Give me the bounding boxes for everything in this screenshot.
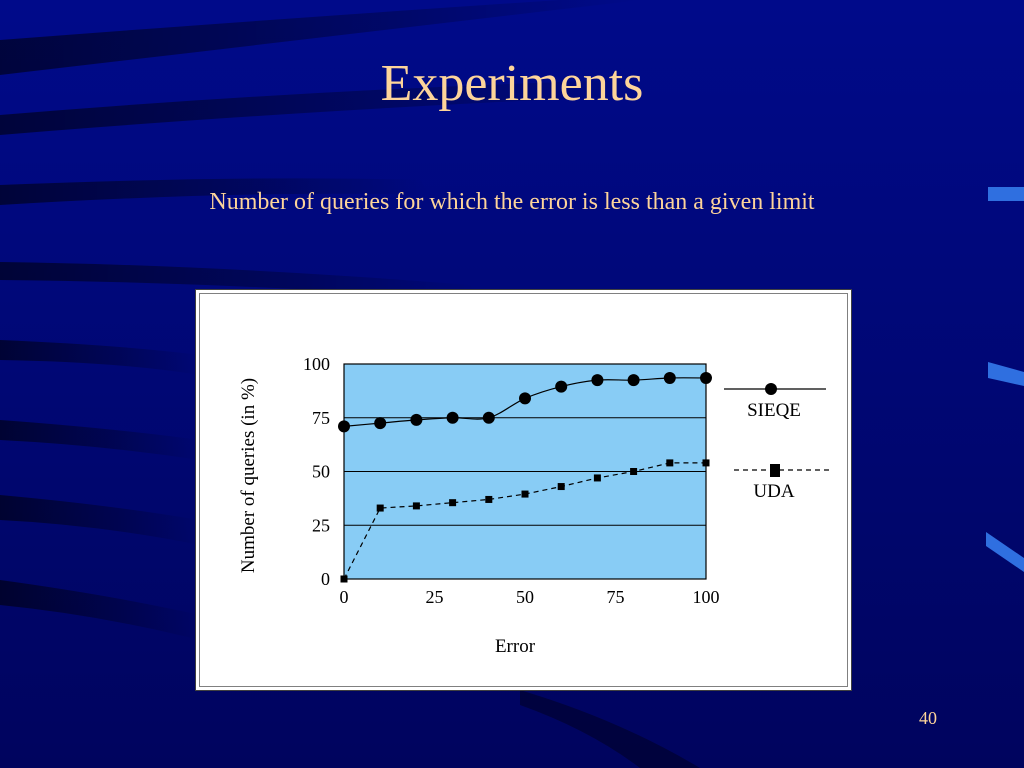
data-point-sieqe bbox=[410, 413, 423, 426]
data-point-uda bbox=[630, 468, 638, 475]
y-tick-label: 50 bbox=[312, 462, 330, 482]
x-tick-label: 75 bbox=[607, 587, 625, 607]
legend-item-sieqe: SIEQE bbox=[724, 383, 826, 421]
y-tick-labels: 100 75 50 25 0 bbox=[303, 354, 330, 589]
x-tick-label: 50 bbox=[516, 587, 534, 607]
plot-border bbox=[343, 363, 707, 580]
data-point-uda bbox=[521, 490, 529, 498]
chart-frame-border bbox=[199, 293, 848, 687]
data-point-uda bbox=[449, 499, 457, 507]
data-point-sieqe bbox=[519, 392, 531, 405]
data-point-sieqe bbox=[627, 374, 640, 387]
legend-marker-sieqe bbox=[765, 383, 777, 395]
y-axis-label: Number of queries (in %) bbox=[238, 378, 259, 573]
grid-lines bbox=[344, 417, 706, 526]
data-point-sieqe bbox=[446, 411, 459, 424]
data-point-uda bbox=[485, 495, 493, 503]
legend-label-sieqe: SIEQE bbox=[747, 400, 801, 421]
slide-subtitle: Number of queries for which the error is… bbox=[209, 189, 815, 215]
legend-item-uda: UDA bbox=[734, 464, 831, 502]
data-point-sieqe bbox=[374, 417, 387, 430]
chart-frame: 100 75 50 25 0 0 25 50 75 100 Error Number of qu… bbox=[195, 289, 852, 691]
legend-marker-uda bbox=[770, 464, 780, 477]
page-number: 40 bbox=[919, 708, 937, 728]
x-tick-labels: 0 25 50 75 100 bbox=[340, 587, 720, 607]
slide-title: Experiments bbox=[380, 55, 644, 112]
y-tick-label: 25 bbox=[312, 515, 330, 535]
legend: SIEQE UDA bbox=[724, 383, 831, 502]
y-tick-label: 75 bbox=[312, 408, 330, 428]
x-axis-label: Error bbox=[495, 636, 536, 657]
y-tick-label: 100 bbox=[303, 354, 330, 374]
x-tick-label: 25 bbox=[426, 587, 444, 607]
data-point-uda bbox=[557, 483, 565, 491]
right-edge-accent bbox=[986, 532, 1024, 572]
data-point-sieqe bbox=[482, 411, 495, 424]
chart: 100 75 50 25 0 0 25 50 75 100 Error Number of qu… bbox=[238, 354, 831, 657]
data-point-sieqe bbox=[555, 380, 568, 393]
x-tick-label: 100 bbox=[693, 587, 720, 607]
data-point-sieqe bbox=[591, 374, 604, 387]
data-point-uda bbox=[666, 459, 674, 467]
y-tick-label: 0 bbox=[321, 569, 330, 589]
data-point-uda bbox=[412, 502, 420, 510]
x-tick-label: 0 bbox=[340, 587, 349, 607]
series-markers bbox=[338, 371, 712, 583]
data-point-uda bbox=[376, 504, 384, 512]
legend-label-uda: UDA bbox=[753, 481, 794, 502]
right-edge-accent bbox=[988, 187, 1024, 201]
right-edge-accent bbox=[988, 362, 1024, 386]
data-point-uda bbox=[593, 474, 601, 482]
data-point-sieqe bbox=[663, 371, 676, 384]
